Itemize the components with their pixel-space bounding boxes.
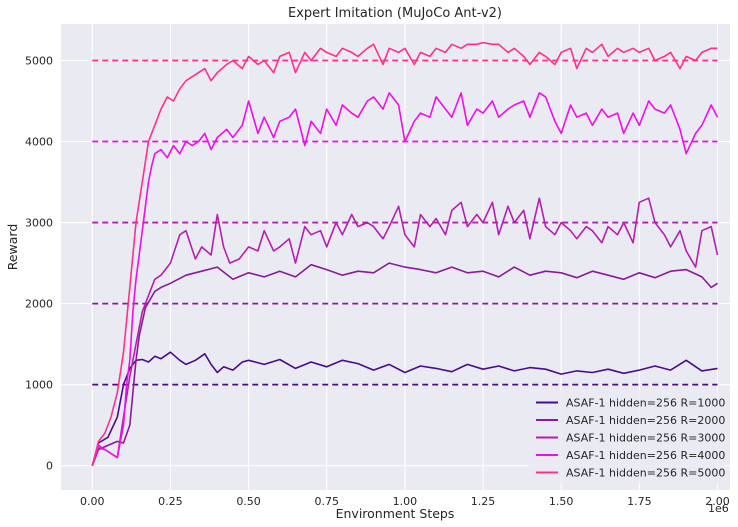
legend-label: ASAF-1 hidden=256 R=2000: [566, 414, 725, 427]
series-line: [91, 197, 719, 466]
series-line: [91, 351, 718, 466]
series-line: [91, 262, 718, 466]
x-tick-label: 1.50: [549, 495, 574, 508]
chart-title: Expert Imitation (MuJoCo Ant-v2): [288, 6, 502, 21]
x-axis-ticks: 0.00 0.25 0.50 0.75 1.00 1.25 1.50 1.75 2.00: [80, 495, 730, 508]
y-axis-title: Reward: [5, 224, 20, 271]
x-axis-offset-label: 1e6: [708, 502, 729, 515]
legend-box: [528, 390, 724, 484]
y-tick-label: 4000: [25, 136, 53, 149]
y-axis-ticks: 0 1000 2000 3000 4000 5000: [25, 54, 53, 472]
legend-label: ASAF-1 hidden=256 R=3000: [566, 432, 725, 445]
x-tick-label: 1.25: [471, 495, 496, 508]
legend-label: ASAF-1 hidden=256 R=1000: [566, 397, 725, 410]
x-tick-label: 1.75: [627, 495, 652, 508]
x-tick-label: 0.25: [158, 495, 183, 508]
legend-label: ASAF-1 hidden=256 R=4000: [566, 449, 725, 462]
x-tick-label: 2.00: [705, 495, 730, 508]
series-line: [91, 92, 719, 466]
y-tick-label: 2000: [25, 298, 53, 311]
x-tick-label: 0.50: [236, 495, 261, 508]
x-tick-label: 0.75: [314, 495, 339, 508]
legend-label: ASAF-1 hidden=256 R=5000: [566, 467, 725, 480]
legend: ASAF-1 hidden=256 R=1000 ASAF-1 hidden=25…: [528, 390, 725, 484]
y-tick-label: 3000: [25, 217, 53, 230]
x-tick-label: 1.00: [393, 495, 418, 508]
series-line: [91, 41, 718, 466]
series-lines: [91, 41, 719, 466]
x-tick-label: 0.00: [80, 495, 105, 508]
y-tick-label: 1000: [25, 379, 53, 392]
x-axis-title: Environment Steps: [336, 506, 455, 521]
y-tick-label: 5000: [25, 54, 53, 67]
y-tick-label: 0: [46, 460, 53, 473]
